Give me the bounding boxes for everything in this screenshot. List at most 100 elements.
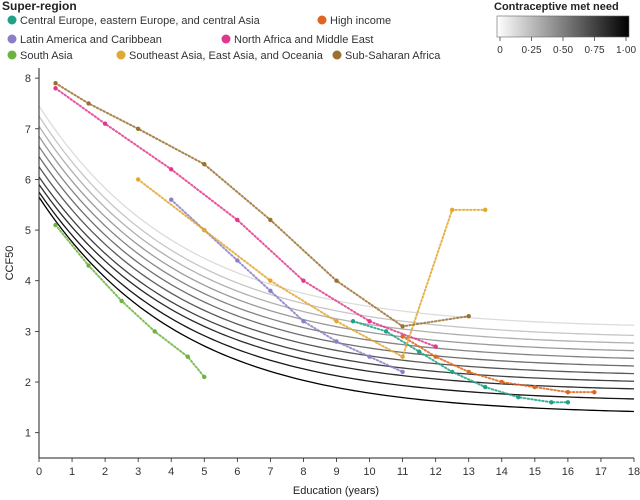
data-point: [466, 369, 471, 375]
data-point: [565, 400, 571, 405]
data-point: [449, 207, 455, 213]
axes: Education (years) CCF50 0 1 2 3 4 5 6 7 8 9 10 11 12…: [4, 68, 640, 497]
x-tick-label-9: 9: [333, 466, 339, 478]
x-tick-label-8: 8: [300, 466, 306, 478]
data-point: [119, 298, 124, 304]
y-tick-label-7: 8: [25, 73, 31, 85]
legend-label-0: Central Europe, eastern Europe, and cent…: [20, 15, 261, 27]
y-tick-label-1: 2: [25, 377, 31, 389]
legend: Super-region Central Europe, eastern Eur…: [2, 0, 441, 62]
x-tick-label-13: 13: [463, 466, 475, 478]
colorbar-tick-label-2: 0·50: [553, 45, 573, 56]
y-axis-title: CCF50: [4, 246, 16, 281]
data-point: [301, 278, 306, 283]
y-tick-label-4: 5: [25, 225, 31, 237]
data-point: [169, 197, 174, 202]
fitted-curve-3: [39, 136, 634, 352]
legend-marker-0: [7, 15, 17, 25]
colorbar-tick-label-4: 1·00: [616, 45, 636, 56]
series-trajectory-0: [352, 320, 569, 404]
fitted-curve-7: [39, 176, 634, 382]
y-tick-label-5: 6: [25, 174, 31, 186]
y-tick-label-6: 7: [25, 124, 31, 136]
x-tick-label-5: 5: [201, 466, 207, 478]
fitted-curve-2: [39, 125, 634, 344]
data-point: [549, 400, 554, 405]
data-point: [268, 278, 273, 283]
x-tick-label-3: 3: [135, 466, 141, 478]
data-point: [483, 207, 488, 213]
x-tick-label-2: 2: [102, 466, 108, 478]
data-point: [53, 80, 58, 86]
x-tick-label-12: 12: [430, 466, 442, 478]
series-trajectory-6: [54, 82, 470, 328]
data-point: [592, 389, 597, 395]
x-tick-label-17: 17: [595, 466, 607, 478]
data-point: [416, 349, 422, 354]
legend-marker-2: [7, 34, 17, 44]
legend-title: Super-region: [2, 0, 77, 13]
colorbar: Contraceptive met need 0 0·25 0·50 0·75 1·00: [494, 1, 636, 56]
colorbar-gradient: [496, 15, 630, 38]
x-axis-title: Education (years): [293, 485, 379, 497]
x-tick-label-11: 11: [397, 466, 408, 478]
data-point: [102, 121, 108, 126]
legend-label-1: High income: [330, 15, 391, 27]
legend-marker-3: [221, 34, 231, 44]
data-point: [350, 319, 356, 324]
data-point: [169, 167, 174, 172]
data-point: [53, 86, 58, 91]
y-tick-label-0: 1: [25, 428, 31, 440]
legend-marker-6: [332, 50, 342, 60]
data-point: [400, 324, 405, 329]
data-point: [433, 344, 438, 349]
data-point: [433, 354, 438, 359]
x-tick-label-6: 6: [234, 466, 240, 478]
data-point: [235, 258, 240, 263]
y-tick-label-2: 3: [25, 326, 31, 338]
legend-marker-1: [317, 15, 327, 25]
data-point: [135, 177, 141, 182]
fitted-curve-6: [39, 166, 634, 375]
fitted-curve-9: [39, 191, 634, 400]
data-point: [152, 329, 157, 334]
data-point: [516, 395, 521, 400]
series-trajectory-4: [54, 224, 206, 378]
data-point: [400, 354, 405, 359]
data-point: [135, 126, 141, 131]
fitted-curves: [39, 105, 634, 413]
x-tick-label-16: 16: [562, 466, 574, 478]
data-point: [202, 227, 207, 233]
y-tick-label-3: 4: [25, 276, 31, 288]
x-tick-label-0: 0: [36, 466, 42, 478]
data-point: [499, 379, 504, 385]
data-point: [334, 319, 339, 324]
data-point: [400, 334, 405, 339]
data-point: [235, 217, 240, 223]
data-point: [400, 369, 405, 375]
colorbar-tick-label-3: 0·75: [584, 45, 604, 56]
data-points: [53, 80, 597, 405]
data-point: [301, 319, 306, 324]
legend-label-2: Latin America and Caribbean: [20, 34, 162, 46]
data-point: [185, 354, 190, 359]
data-point: [268, 217, 273, 223]
legend-label-5: Southeast Asia, East Asia, and Oceania: [129, 50, 324, 62]
fitted-curve-1: [39, 115, 634, 337]
legend-label-4: South Asia: [20, 50, 73, 62]
data-point: [367, 319, 372, 324]
fitted-curve-10: [39, 196, 634, 413]
colorbar-tick-label-1: 0·25: [521, 45, 541, 56]
x-tick-label-15: 15: [529, 466, 541, 478]
data-point: [334, 278, 339, 283]
colorbar-tick-label-0: 0: [497, 45, 503, 56]
fitted-curve-4: [39, 146, 634, 359]
x-tick-label-14: 14: [496, 466, 508, 478]
data-point: [383, 329, 389, 334]
data-point: [86, 101, 91, 106]
data-point: [565, 389, 571, 395]
legend-label-6: Sub-Saharan Africa: [345, 50, 441, 62]
data-point: [86, 263, 91, 268]
data-point: [202, 162, 207, 167]
